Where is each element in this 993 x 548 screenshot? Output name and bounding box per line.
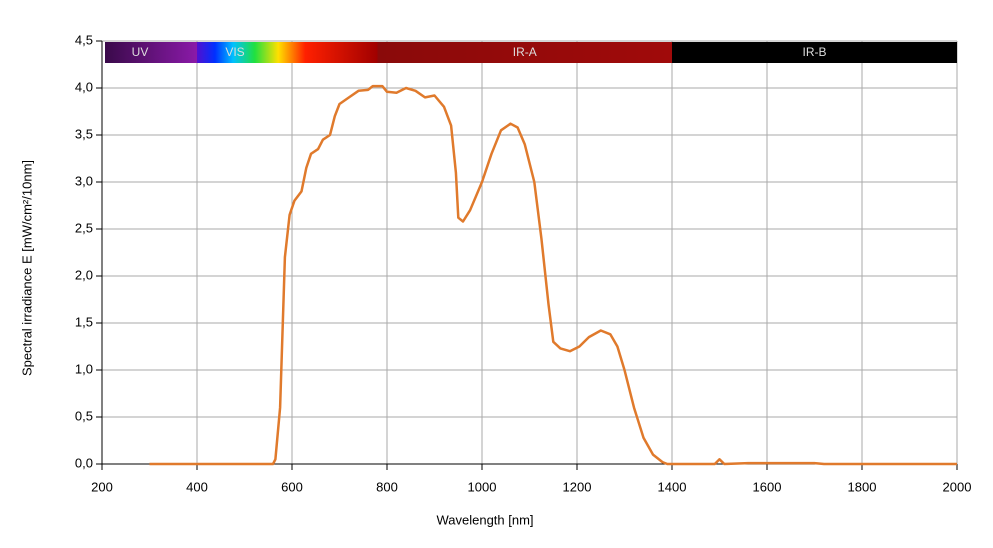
x-tick-label: 2000 <box>943 479 972 494</box>
y-tick-label: 2,5 <box>75 220 93 235</box>
y-axis-label: Spectral irradiance E [mW/cm²/10nm] <box>19 160 34 376</box>
spectral-band <box>197 42 378 63</box>
band-label: IR-B <box>803 45 827 59</box>
y-tick-label: 3,0 <box>75 173 93 188</box>
y-tick-label: 0,0 <box>75 455 93 470</box>
y-tick-label: 2,0 <box>75 267 93 282</box>
spectral-band <box>672 42 957 63</box>
x-tick-label: 800 <box>376 479 398 494</box>
x-tick-label: 1600 <box>753 479 782 494</box>
x-tick-label: 1200 <box>563 479 592 494</box>
x-tick-label: 600 <box>281 479 303 494</box>
data-line <box>149 84 957 466</box>
x-axis-label: Wavelength [nm] <box>436 512 533 527</box>
spectral-band <box>377 42 672 63</box>
x-tick-label: 1400 <box>658 479 687 494</box>
x-tick-label: 400 <box>186 479 208 494</box>
x-tick-label: 1000 <box>468 479 497 494</box>
y-tick-label: 3,5 <box>75 126 93 141</box>
y-tick-label: 4,5 <box>75 32 93 47</box>
x-tick-label: 200 <box>91 479 113 494</box>
band-label: VIS <box>225 45 244 59</box>
y-tick-label: 4,0 <box>75 79 93 94</box>
band-label: UV <box>132 45 149 59</box>
spectral-band <box>105 42 197 63</box>
x-tick-label: 1800 <box>848 479 877 494</box>
y-tick-label: 1,0 <box>75 361 93 376</box>
band-label: IR-A <box>513 45 537 59</box>
y-tick-label: 1,5 <box>75 314 93 329</box>
y-tick-label: 0,5 <box>75 408 93 423</box>
